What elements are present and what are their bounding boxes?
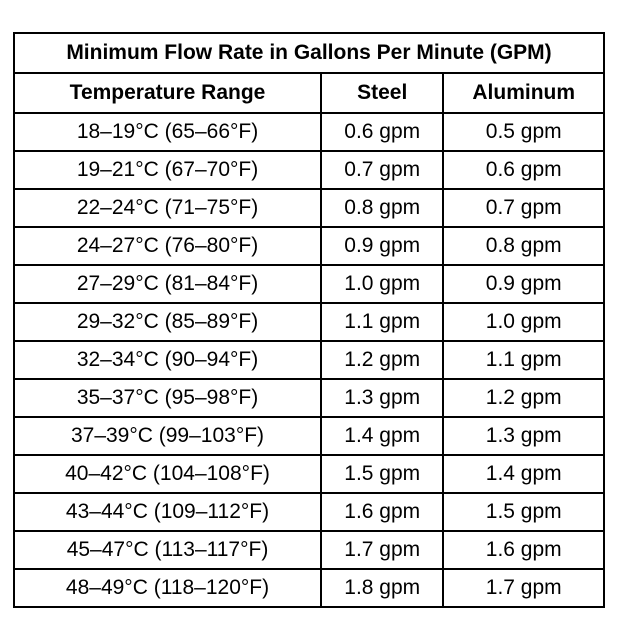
steel-cell: 1.6 gpm <box>320 492 445 532</box>
table-row: 19–21°C (67–70°F) 0.7 gpm 0.6 gpm <box>12 150 605 190</box>
header-temperature-range: Temperature Range <box>12 72 323 114</box>
steel-cell: 1.5 gpm <box>320 454 445 494</box>
table-row: 35–37°C (95–98°F) 1.3 gpm 1.2 gpm <box>12 378 605 418</box>
aluminum-cell: 1.5 gpm <box>442 492 605 532</box>
temperature-range-cell: 27–29°C (81–84°F) <box>12 264 323 304</box>
aluminum-cell: 0.6 gpm <box>442 150 605 190</box>
table-row: 40–42°C (104–108°F) 1.5 gpm 1.4 gpm <box>12 454 605 494</box>
steel-cell: 0.6 gpm <box>320 112 445 152</box>
aluminum-cell: 0.7 gpm <box>442 188 605 228</box>
steel-cell: 1.4 gpm <box>320 416 445 456</box>
aluminum-cell: 1.3 gpm <box>442 416 605 456</box>
aluminum-cell: 1.4 gpm <box>442 454 605 494</box>
table-row: 43–44°C (109–112°F) 1.6 gpm 1.5 gpm <box>12 492 605 532</box>
table-row: 45–47°C (113–117°F) 1.7 gpm 1.6 gpm <box>12 530 605 570</box>
temperature-range-cell: 35–37°C (95–98°F) <box>12 378 323 418</box>
aluminum-cell: 1.1 gpm <box>442 340 605 380</box>
flow-rate-table: Minimum Flow Rate in Gallons Per Minute … <box>12 32 605 608</box>
steel-cell: 1.8 gpm <box>320 568 445 608</box>
temperature-range-cell: 43–44°C (109–112°F) <box>12 492 323 532</box>
aluminum-cell: 0.8 gpm <box>442 226 605 266</box>
temperature-range-cell: 19–21°C (67–70°F) <box>12 150 323 190</box>
temperature-range-cell: 29–32°C (85–89°F) <box>12 302 323 342</box>
temperature-range-cell: 22–24°C (71–75°F) <box>12 188 323 228</box>
temperature-range-cell: 48–49°C (118–120°F) <box>12 568 323 608</box>
temperature-range-cell: 24–27°C (76–80°F) <box>12 226 323 266</box>
temperature-range-cell: 37–39°C (99–103°F) <box>12 416 323 456</box>
header-row: Temperature Range Steel Aluminum <box>12 72 605 114</box>
table-row: 18–19°C (65–66°F) 0.6 gpm 0.5 gpm <box>12 112 605 152</box>
title-row: Minimum Flow Rate in Gallons Per Minute … <box>13 32 605 74</box>
temperature-range-cell: 45–47°C (113–117°F) <box>12 530 323 570</box>
temperature-range-cell: 32–34°C (90–94°F) <box>12 340 323 380</box>
temperature-range-cell: 18–19°C (65–66°F) <box>12 112 323 152</box>
table-row: 37–39°C (99–103°F) 1.4 gpm 1.3 gpm <box>12 416 605 456</box>
temperature-range-cell: 40–42°C (104–108°F) <box>12 454 323 494</box>
steel-cell: 0.9 gpm <box>320 226 445 266</box>
steel-cell: 1.3 gpm <box>320 378 445 418</box>
table-row: 27–29°C (81–84°F) 1.0 gpm 0.9 gpm <box>12 264 605 304</box>
aluminum-cell: 0.5 gpm <box>442 112 605 152</box>
table-row: 48–49°C (118–120°F) 1.8 gpm 1.7 gpm <box>12 568 605 608</box>
steel-cell: 1.2 gpm <box>320 340 445 380</box>
table-row: 32–34°C (90–94°F) 1.2 gpm 1.1 gpm <box>12 340 605 380</box>
aluminum-cell: 1.0 gpm <box>442 302 605 342</box>
aluminum-cell: 1.6 gpm <box>442 530 605 570</box>
table-row: 24–27°C (76–80°F) 0.9 gpm 0.8 gpm <box>12 226 605 266</box>
steel-cell: 1.1 gpm <box>320 302 445 342</box>
table-row: 22–24°C (71–75°F) 0.8 gpm 0.7 gpm <box>12 188 605 228</box>
steel-cell: 1.0 gpm <box>320 264 445 304</box>
aluminum-cell: 1.2 gpm <box>442 378 605 418</box>
aluminum-cell: 0.9 gpm <box>442 264 605 304</box>
table-body: 18–19°C (65–66°F) 0.6 gpm 0.5 gpm 19–21°C (… <box>12 112 605 608</box>
table-row: 29–32°C (85–89°F) 1.1 gpm 1.0 gpm <box>12 302 605 342</box>
table-title: Minimum Flow Rate in Gallons Per Minute … <box>13 32 605 74</box>
aluminum-cell: 1.7 gpm <box>442 568 605 608</box>
steel-cell: 0.7 gpm <box>320 150 445 190</box>
steel-cell: 1.7 gpm <box>320 530 445 570</box>
header-aluminum: Aluminum <box>442 72 605 114</box>
header-steel: Steel <box>320 72 445 114</box>
steel-cell: 0.8 gpm <box>320 188 445 228</box>
